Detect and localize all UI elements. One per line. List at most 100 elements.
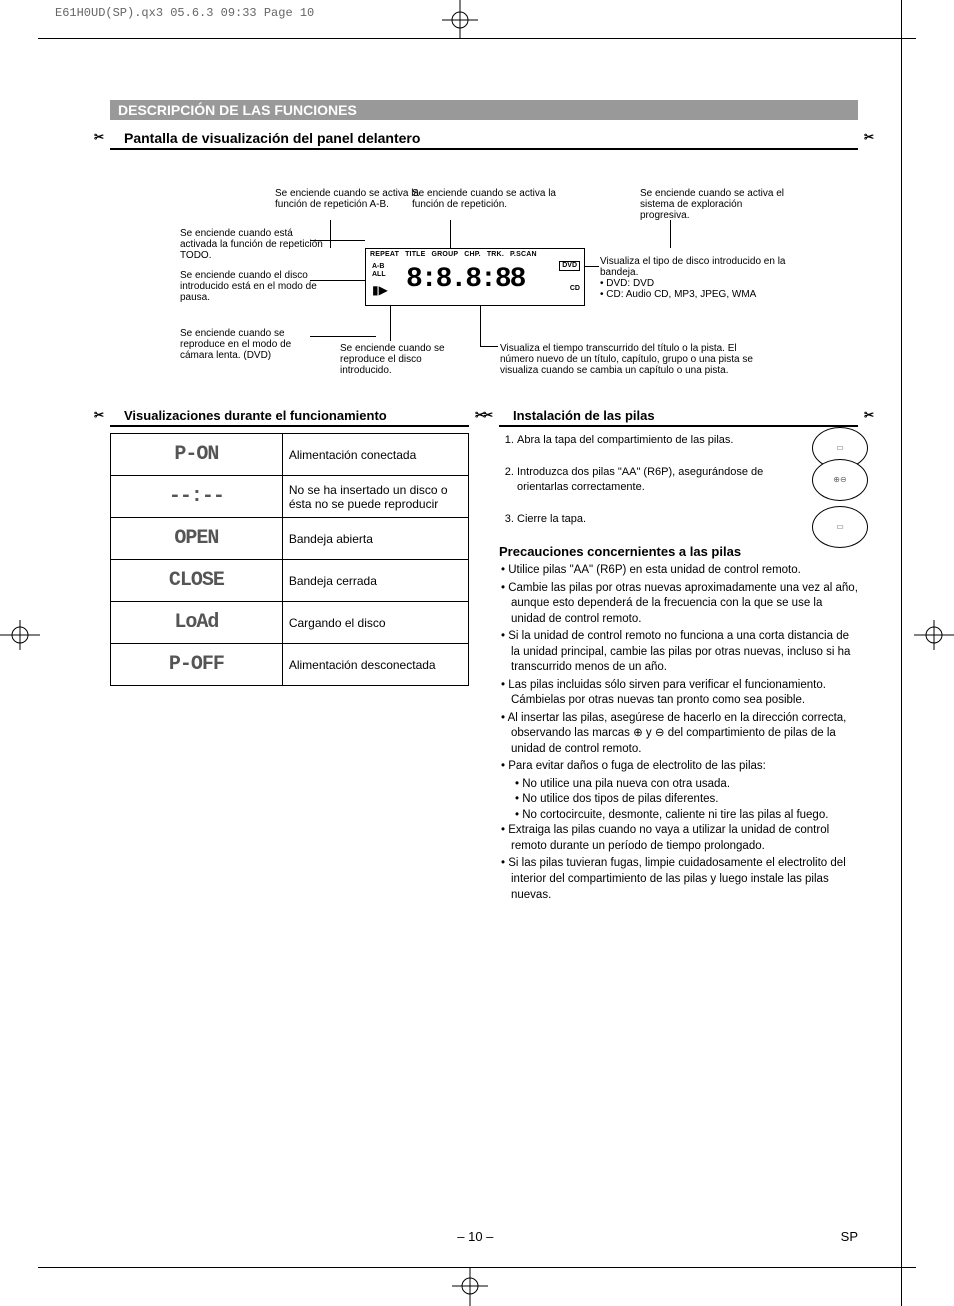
prec-item: Cambie las pilas por otras nuevas aproxi… — [511, 581, 858, 628]
page-number: – 10 – — [457, 1229, 493, 1244]
leader — [390, 306, 391, 341]
step-text: Abra la tapa del compartimiento de las p… — [517, 434, 733, 446]
leader — [310, 336, 376, 337]
desc-cell: Cargando el disco — [282, 602, 468, 644]
columns: ✂ Visualizaciones durante el funcionamie… — [110, 408, 858, 905]
scissor-left-icon: ✂ — [94, 130, 104, 144]
display-cell: CLOSE — [111, 560, 283, 602]
panel-diagram: REPEAT TITLE GROUP CHP. TRK. P.SCAN A-B … — [110, 158, 858, 398]
crop-mark-right-icon — [914, 620, 954, 650]
callout-ab: Se enciende cuando se activa la función … — [275, 188, 420, 210]
lang-code: SP — [841, 1229, 858, 1244]
display-cell: OPEN — [111, 518, 283, 560]
callout-time: Visualiza el tiempo transcurrido del tít… — [500, 343, 760, 376]
scissor-left-icon: ✂ — [483, 408, 493, 422]
table-row: P‑OFF Alimentación desconectada — [111, 644, 469, 686]
prec-sub-item: No utilice dos tipos de pilas diferentes… — [525, 792, 858, 808]
lcd-label: TRK. — [487, 251, 504, 259]
step-text: Cierre la tapa. — [517, 513, 586, 525]
lcd-label: GROUP — [432, 251, 459, 259]
install-header: ✂ Instalación de las pilas ✂ — [499, 408, 858, 427]
leader — [330, 220, 331, 248]
crop-mark-left-icon — [0, 620, 40, 650]
desc-cell: Alimentación desconectada — [282, 644, 468, 686]
crop-mark-top-icon — [430, 0, 490, 40]
leader — [670, 220, 671, 248]
lcd-label: CHP. — [464, 251, 481, 259]
step-item: Introduzca dos pilas "AA" (R6P), asegurá… — [517, 465, 858, 494]
lcd-label: REPEAT — [370, 251, 399, 259]
display-table: P‑ON Alimentación conectada ‑‑:‑‑ No se … — [110, 433, 469, 686]
leader — [310, 240, 365, 241]
callout-pause: Se enciende cuando el disco introducido … — [180, 270, 325, 303]
callout-slow: Se enciende cuando se reproduce en el mo… — [180, 328, 325, 361]
crop-mark-bottom-icon — [440, 1266, 500, 1306]
prec-item: Para evitar daños o fuga de electrolito … — [511, 759, 858, 775]
remote-batteries-icon: ⊕⊖ — [812, 459, 868, 501]
callout-disctype-a: Visualiza el tipo de disco introducido e… — [600, 256, 786, 278]
install-header-text: Instalación de las pilas — [499, 408, 655, 423]
leader — [585, 266, 599, 267]
display-cell: P‑OFF — [111, 644, 283, 686]
step-item: Cierre la tapa. ▭ — [517, 512, 858, 526]
page-content: DESCRIPCIÓN DE LAS FUNCIONES ✂ Pantalla … — [110, 100, 858, 905]
lcd-top-labels: REPEAT TITLE GROUP CHP. TRK. P.SCAN — [370, 251, 580, 259]
remote-close-icon: ▭ — [812, 506, 868, 548]
callout-all: Se enciende cuando está activada la func… — [180, 228, 325, 261]
callout-pscan: Se enciende cuando se activa el sistema … — [640, 188, 785, 221]
display-cell: ‑‑:‑‑ — [111, 476, 283, 518]
desc-cell: Alimentación conectada — [282, 434, 468, 476]
table-row: LoAd Cargando el disco — [111, 602, 469, 644]
left-column: ✂ Visualizaciones durante el funcionamie… — [110, 408, 469, 905]
table-row: ‑‑:‑‑ No se ha insertado un disco o ésta… — [111, 476, 469, 518]
prec-item: Las pilas incluidas sólo sirven para ver… — [511, 678, 858, 709]
display-cell: LoAd — [111, 602, 283, 644]
step-item: Abra la tapa del compartimiento de las p… — [517, 433, 858, 447]
step-text: Introduzca dos pilas "AA" (R6P), asegurá… — [517, 466, 763, 492]
lcd-all: ALL — [372, 271, 386, 279]
precautions-header: Precauciones concernientes a las pilas — [499, 544, 858, 559]
prec-item: Si las pilas tuvieran fugas, limpie cuid… — [511, 856, 858, 903]
prec-sub-item: No cortocircuite, desmonte, caliente ni … — [525, 808, 858, 824]
callout-disctype: Visualiza el tipo de disco introducido e… — [600, 256, 800, 300]
precautions-list: Utilice pilas "AA" (R6P) en esta unidad … — [499, 563, 858, 903]
lcd-dvd: DVD — [559, 261, 580, 271]
page-footer: – 10 – SP — [110, 1229, 858, 1244]
desc-cell: Bandeja cerrada — [282, 560, 468, 602]
lcd-label: TITLE — [405, 251, 425, 259]
lcd-cd: CD — [570, 285, 580, 293]
panel-header-text: Pantalla de visualización del panel dela… — [110, 130, 420, 146]
operation-header-text: Visualizaciones durante el funcionamient… — [110, 408, 387, 423]
leader — [480, 306, 481, 346]
leader — [450, 220, 451, 248]
display-cell: P‑ON — [111, 434, 283, 476]
install-steps: Abra la tapa del compartimiento de las p… — [499, 433, 858, 526]
lcd-display: REPEAT TITLE GROUP CHP. TRK. P.SCAN A-B … — [365, 248, 585, 306]
operation-header: ✂ Visualizaciones durante el funcionamie… — [110, 408, 469, 427]
table-row: P‑ON Alimentación conectada — [111, 434, 469, 476]
frame-right — [901, 0, 902, 1306]
table-row: OPEN Bandeja abierta — [111, 518, 469, 560]
leader — [310, 280, 365, 281]
scissor-right-icon: ✂ — [864, 130, 874, 144]
desc-cell: Bandeja abierta — [282, 518, 468, 560]
panel-header: ✂ Pantalla de visualización del panel de… — [110, 130, 858, 150]
prec-sub-item: No utilice una pila nueva con otra usada… — [525, 777, 858, 793]
desc-cell: No se ha insertado un disco o ésta no se… — [282, 476, 468, 518]
lcd-play-icon: ▮▶ — [372, 283, 388, 297]
prec-item: Si la unidad de control remoto no funcio… — [511, 629, 858, 676]
callout-disctype-b: • DVD: DVD — [600, 278, 654, 289]
prec-item: Al insertar las pilas, asegúrese de hace… — [511, 711, 858, 758]
right-column: ✂ Instalación de las pilas ✂ Abra la tap… — [499, 408, 858, 905]
precautions-sublist: No utilice una pila nueva con otra usada… — [511, 777, 858, 824]
scissor-left-icon: ✂ — [94, 408, 104, 422]
prec-item: Utilice pilas "AA" (R6P) en esta unidad … — [511, 563, 858, 579]
table-row: CLOSE Bandeja cerrada — [111, 560, 469, 602]
callout-play: Se enciende cuando se reproduce el disco… — [340, 343, 460, 376]
lcd-digits: 8:8.8:88 — [406, 263, 524, 297]
leader — [480, 346, 498, 347]
lcd-label: P.SCAN — [510, 251, 537, 259]
section-title: DESCRIPCIÓN DE LAS FUNCIONES — [110, 100, 858, 120]
scissor-right-icon: ✂ — [864, 408, 874, 422]
callout-repeat: Se enciende cuando se activa la función … — [412, 188, 557, 210]
